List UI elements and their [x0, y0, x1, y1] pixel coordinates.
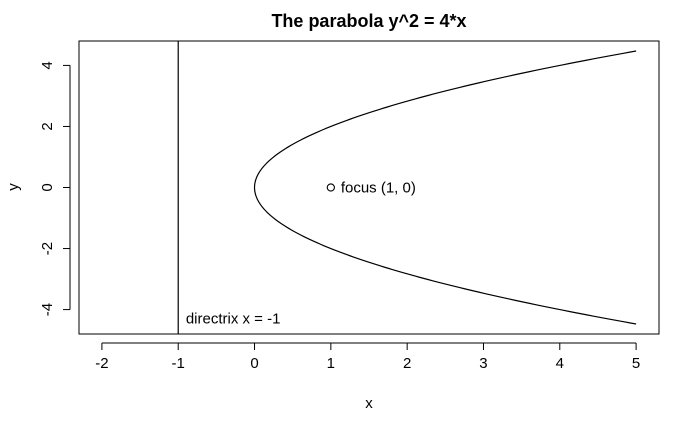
x-tick-label: -1: [172, 355, 185, 372]
x-tick-label: 5: [632, 355, 640, 372]
chart-title: The parabola y^2 = 4*x: [271, 11, 466, 31]
x-axis: -2 -1 0 1 2 3 4 5: [95, 342, 640, 372]
x-tick-label: -2: [95, 355, 108, 372]
x-tick-label: 1: [327, 355, 335, 372]
y-tick-label: -4: [39, 303, 56, 316]
directrix-label: directrix x = -1: [186, 310, 281, 327]
x-tick-label: 2: [403, 355, 411, 372]
x-tick-label: 3: [479, 355, 487, 372]
parabola-line: [253, 50, 637, 325]
plot-frame: [78, 40, 660, 335]
y-tick-label: 0: [39, 183, 56, 191]
y-axis: -4 -2 0 2 4: [39, 61, 71, 316]
focus-label: focus (1, 0): [341, 180, 416, 197]
x-axis-label: x: [365, 395, 373, 412]
plot-area: directrix x = -1 focus (1, 0): [177, 41, 637, 334]
y-tick-label: 4: [39, 61, 56, 69]
y-tick-label: 2: [39, 122, 56, 130]
x-tick-label: 4: [556, 355, 564, 372]
y-axis-label: y: [5, 183, 22, 191]
focus-point: [326, 183, 335, 192]
y-tick-label: -2: [39, 242, 56, 255]
x-tick-label: 0: [250, 355, 258, 372]
